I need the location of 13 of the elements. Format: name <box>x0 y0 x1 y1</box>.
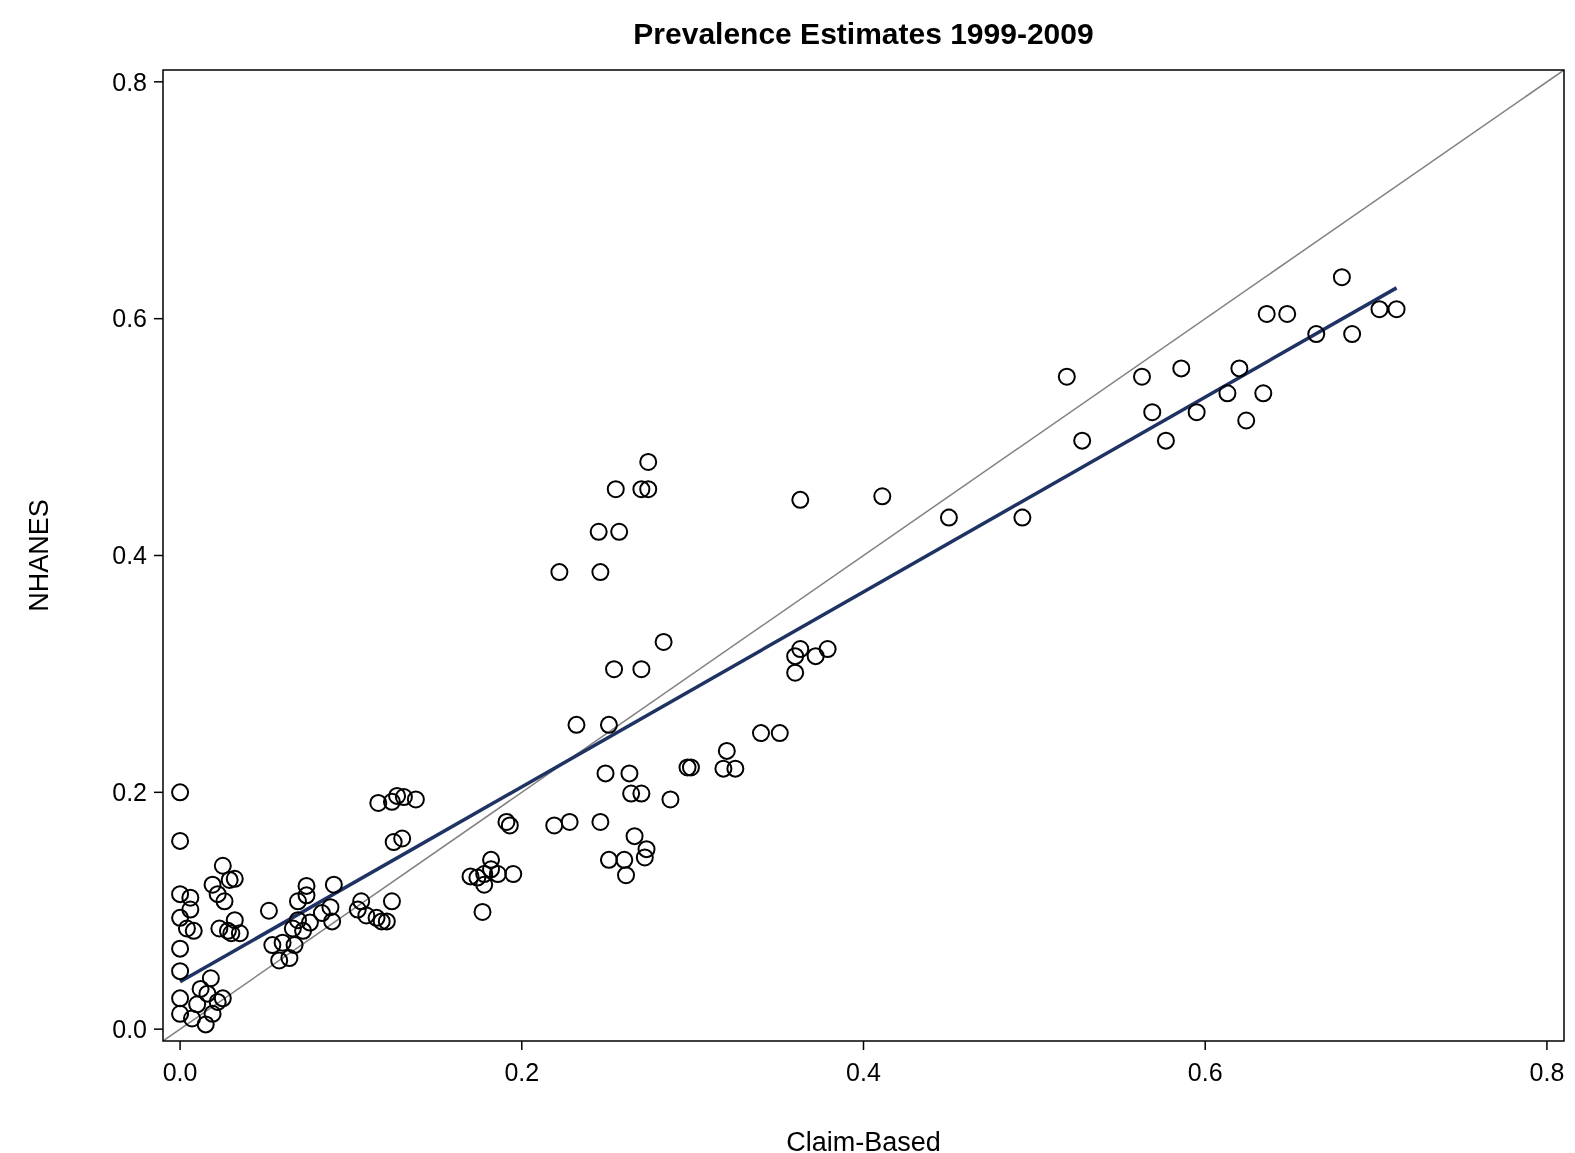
chart-title: Prevalence Estimates 1999-2009 <box>633 17 1094 50</box>
x-tick-label: 0.6 <box>1187 1058 1223 1086</box>
x-axis-title: Claim-Based <box>786 1127 941 1153</box>
y-tick-label: 0.0 <box>112 1014 147 1043</box>
y-tick-label: 0.2 <box>112 778 147 807</box>
y-tick-label: 0.8 <box>112 67 147 96</box>
y-axis-title: NHANES <box>24 499 54 612</box>
x-tick-label: 0.8 <box>1529 1058 1565 1086</box>
x-tick-label: 0.4 <box>846 1058 881 1086</box>
y-tick-label: 0.6 <box>112 304 147 333</box>
y-tick-label: 0.4 <box>112 541 148 570</box>
x-tick-label: 0.2 <box>504 1058 540 1086</box>
x-tick-label: 0.0 <box>162 1058 198 1086</box>
